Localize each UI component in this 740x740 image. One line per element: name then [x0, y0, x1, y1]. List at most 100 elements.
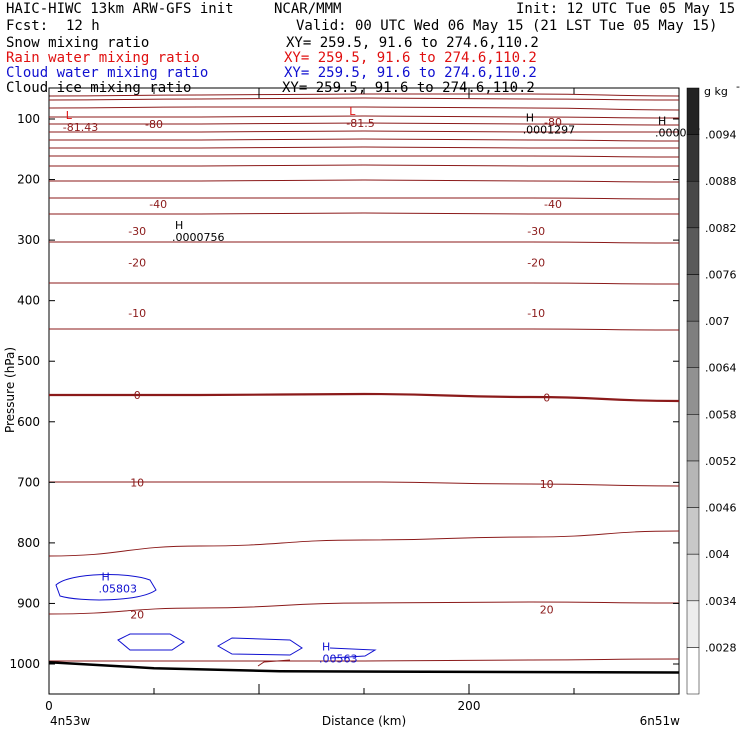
y-tick-label: 400 [17, 294, 40, 308]
colorbar-swatch [686, 180, 700, 229]
fcst-value: 12 h [66, 18, 100, 34]
y-tick-label: 900 [17, 596, 40, 610]
x-tick-label: 200 [458, 699, 481, 713]
colorbar-tick-label: .007 [705, 315, 730, 328]
x-end-label: 6n51w [640, 714, 681, 728]
extremum-value-label: .0001297 [523, 123, 576, 136]
y-tick-label: 1000 [9, 657, 40, 671]
isotherm-line [48, 530, 680, 557]
chart-title: HAIC-HIWC 13km ARW-GFS init [6, 1, 234, 17]
colorbar-swatch [686, 507, 700, 555]
extremum-value-label: -81.43 [63, 121, 98, 134]
contour-label: -80 [544, 116, 562, 129]
colorbar-swatch [686, 414, 700, 462]
extremum-type-label: L [349, 105, 356, 118]
isotherm-line [49, 658, 680, 662]
y-tick-label: 800 [17, 536, 40, 550]
isotherm-line [49, 481, 680, 487]
cloud-water-contour [329, 647, 377, 659]
colorbar-tick-label: .0052 [705, 455, 737, 468]
isotherm-line [48, 197, 680, 200]
isotherm-line [49, 146, 679, 149]
isotherm-line [49, 328, 680, 331]
contour-label: -10 [128, 307, 146, 320]
isotherm-line [49, 130, 679, 133]
cloud-water-contours [55, 574, 377, 659]
isotherm-line [48, 601, 680, 615]
isotherm-line [49, 122, 680, 126]
isotherm-line [49, 115, 680, 119]
surface-pressure-line [48, 660, 680, 674]
y-tick-label: 500 [17, 354, 40, 368]
extrema-markers: L-81.43L-81.5 H.0001297H.000037H.0000756H… [63, 105, 701, 665]
colorbar-tick-label: .0082 [705, 222, 737, 235]
colorbar-swatch [686, 553, 700, 602]
contour-label: -20 [128, 257, 146, 270]
contour-label: 20 [540, 604, 554, 617]
extremum-type-label: H [658, 114, 666, 127]
cloud-water-contour [117, 633, 185, 651]
contour-label: -20 [527, 257, 545, 270]
fcst-label: Fcst: [6, 18, 48, 34]
contour-label: -10 [527, 307, 545, 320]
extremum-type-label: H [526, 111, 534, 124]
contour-label: 10 [130, 476, 144, 489]
valid-label: Valid: 00 UTC Wed 06 May 15 (21 LST Tue … [296, 18, 717, 34]
y-axis-label: Pressure (hPa) [3, 347, 17, 433]
terrain-contour [257, 659, 291, 667]
contour-label: 0 [543, 392, 550, 405]
y-tick-label: 100 [17, 112, 40, 126]
colorbar-tick-label: .0064 [705, 362, 737, 375]
surface-line [48, 659, 680, 674]
isotherm-line [49, 164, 679, 167]
isotherm-line [49, 212, 679, 215]
colorbar-swatch [686, 367, 700, 415]
colorbar-tick-label: .0088 [705, 175, 737, 188]
extremum-type-label: H [102, 570, 110, 583]
isotherm-line [48, 179, 680, 183]
extremum-value-label: .0000756 [172, 231, 225, 244]
field-xy-rain: XY= 259.5, 91.6 to 274.6,110.2 [284, 50, 537, 66]
colorbar-swatch [686, 460, 700, 508]
colorbar-swatch [686, 274, 700, 322]
colorbar-tick-label: .004 [705, 548, 730, 561]
isotherm-line [48, 392, 680, 403]
colorbar-swatch [686, 227, 700, 275]
colorbar: .0028 .0034 .004 .0046 .0052 .0058 .0064 .007 .0… [686, 80, 740, 695]
colorbar-tick-label: .0076 [705, 269, 737, 282]
contour-label: -40 [544, 198, 562, 211]
contour-label: 0 [134, 389, 141, 402]
colorbar-swatch [686, 320, 700, 368]
extremum-type-label: L [66, 109, 73, 122]
isotherm-line [48, 106, 680, 111]
colorbar-unit: g kg [704, 85, 728, 98]
contour-label: -80 [145, 118, 163, 131]
contour-label: -40 [149, 198, 167, 211]
isotherm-line [48, 155, 680, 158]
contour-label: -30 [128, 225, 146, 238]
colorbar-unit-exponent: -1 [736, 80, 740, 93]
contour-label: 20 [130, 608, 144, 621]
x-tick-label: 0 [45, 699, 53, 713]
cloud-water-contour [216, 637, 303, 656]
colorbar-tick-label: .0034 [705, 595, 737, 608]
contour-label: -30 [527, 225, 545, 238]
extremum-type-label: H [322, 641, 330, 654]
field-name-rain: Rain water mixing ratio [6, 50, 200, 66]
field-xy-cloud-water: XY= 259.5, 91.6 to 274.6,110.2 [284, 65, 537, 81]
y-tick-label: 600 [17, 415, 40, 429]
cloud-water-contour [55, 574, 157, 601]
y-tick-label: 700 [17, 475, 40, 489]
colorbar-swatch [686, 134, 700, 182]
colorbar-tick-label: .0094 [705, 129, 737, 142]
contour-labels: -80 -80 -40 -40 -30 -30 -20 -20 -10 -10 0 0 10 10 20 20 [128, 116, 562, 621]
isotherm-line [48, 282, 680, 285]
extremum-value-label: .05803 [99, 582, 138, 595]
x-start-label: 4n53w [50, 714, 91, 728]
isotherm-line [48, 241, 680, 244]
y-tick-label: 300 [17, 233, 40, 247]
extremum-value-label: .00563 [319, 653, 358, 666]
extremum-value-label: -81.5 [346, 117, 374, 130]
